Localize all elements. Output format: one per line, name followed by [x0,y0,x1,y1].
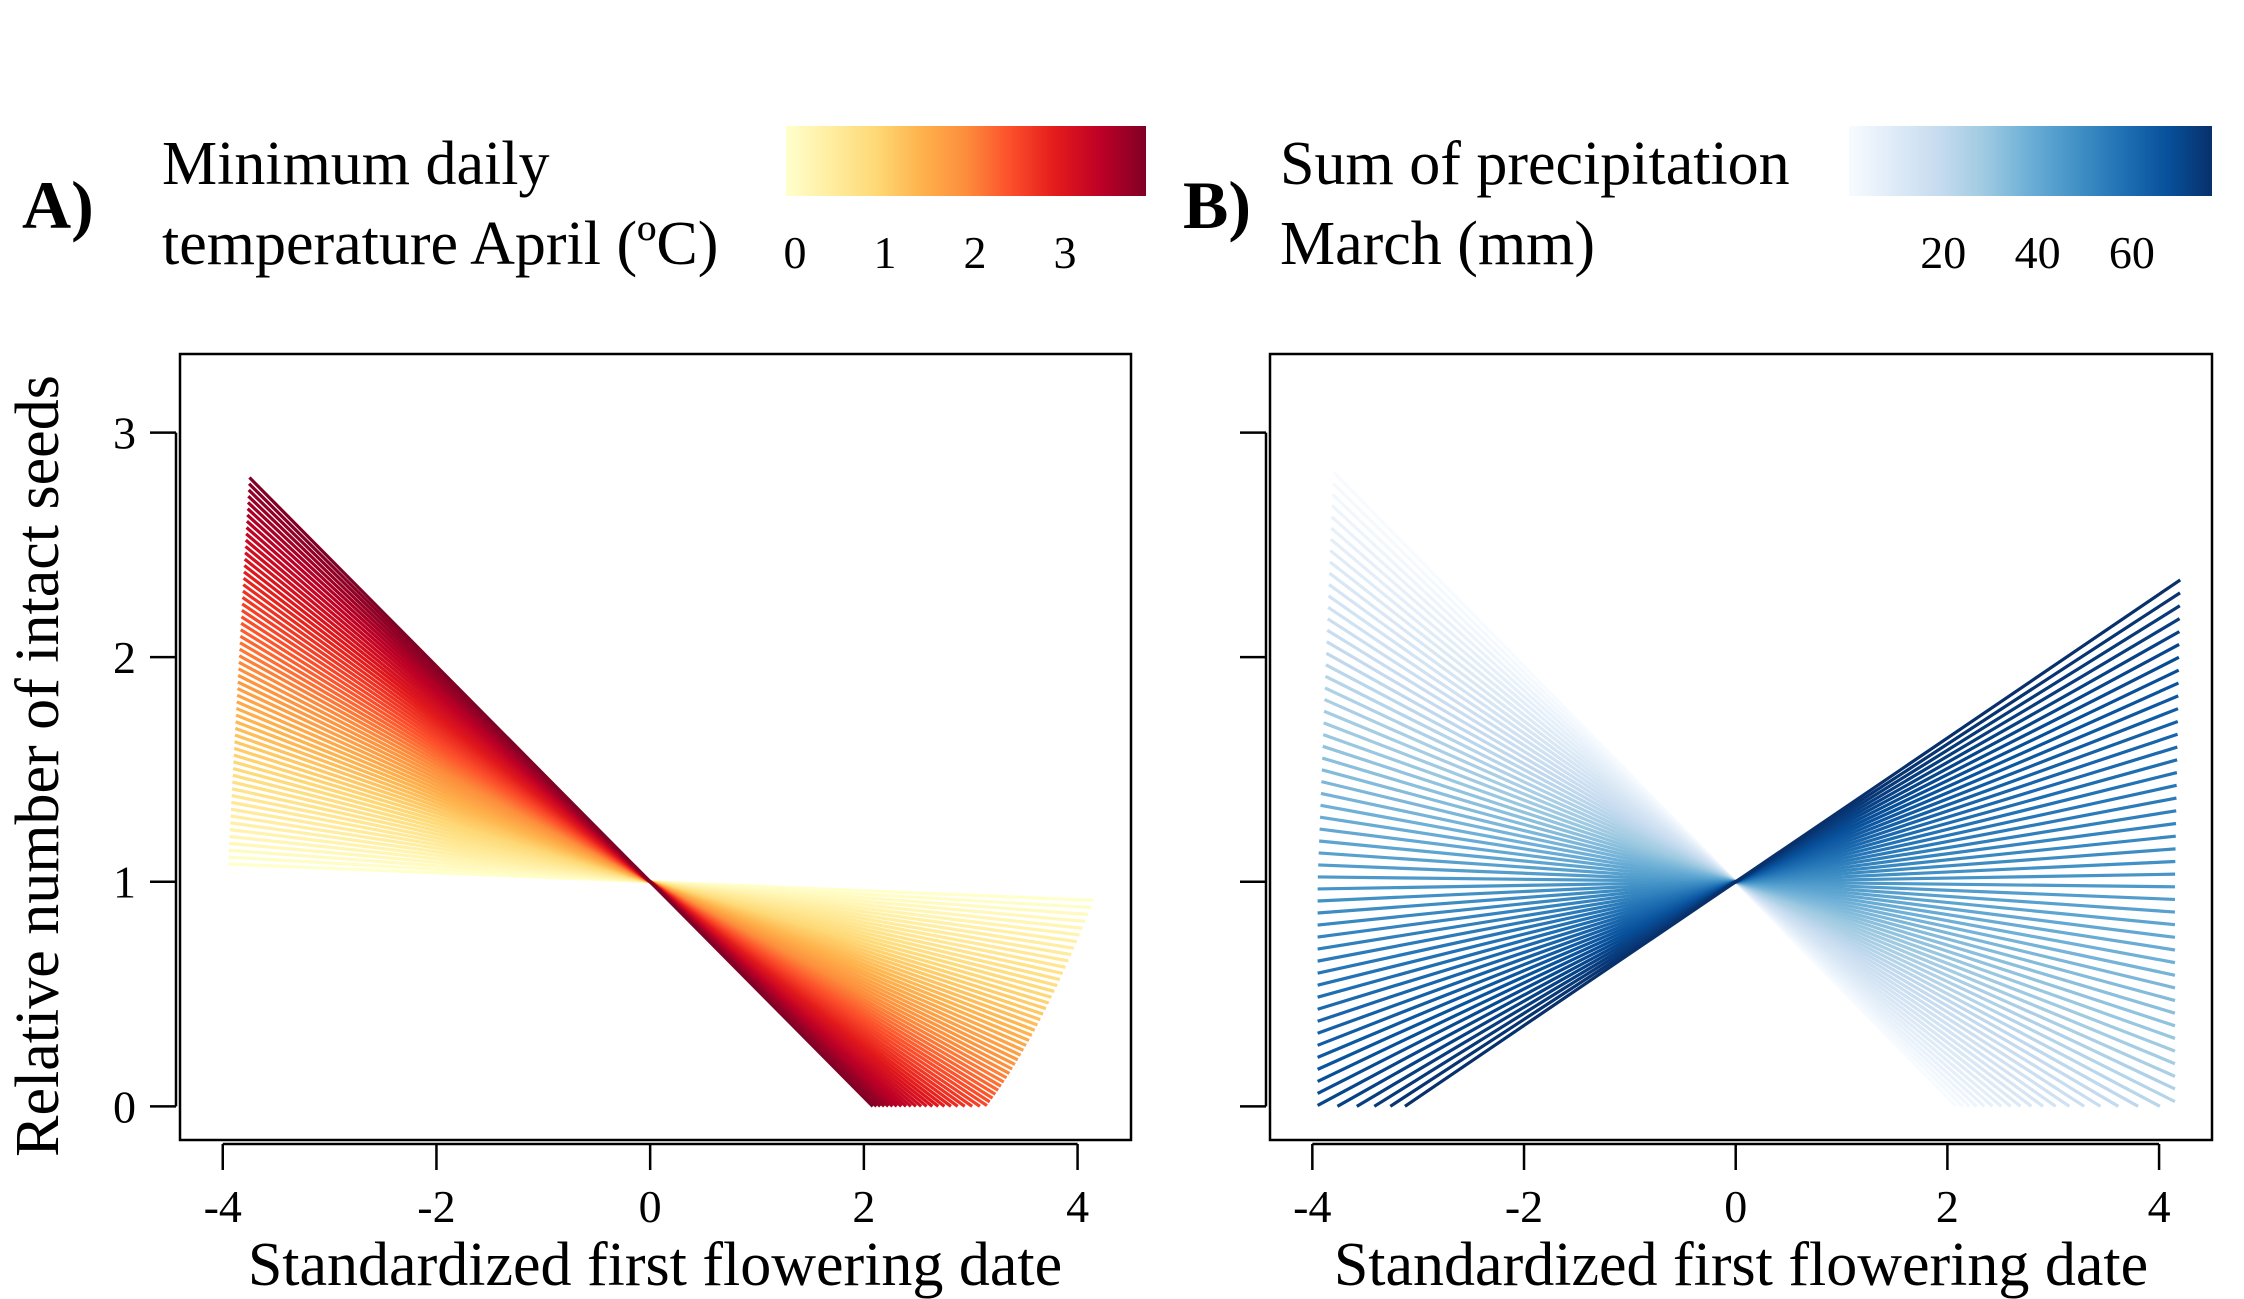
panel-a-colorbar [786,126,1146,196]
panel-a-color-legend: 0 1 2 3 [784,126,1146,278]
panel-a-plot: -4 -2 0 2 4 0 1 2 3 Standardized first flowerin… [113,352,1133,1299]
panel-a-x-tick-label: 4 [1066,1181,1089,1232]
panel-b-series-line [1332,471,1958,1108]
panel-b-legend-tick-label: 40 [2015,227,2061,278]
panel-b-series-line [1404,578,2182,1108]
panel-a-y-tick-label: 3 [113,408,136,459]
panel-b-legend-title-line2: March (mm) [1280,210,1595,278]
panel-a-y-tick-label: 0 [113,1081,136,1132]
panel-b-plot-border [1268,352,2214,1142]
panel-a-x-tick-label: -2 [417,1181,455,1232]
panel-a-x-axis-title: Standardized first flowering date [248,1231,1062,1299]
panel-a-legend-tick-label: 1 [874,227,897,278]
panel-b-series-line [1330,526,1994,1108]
panel-a-legend-title-line2: temperature April (ºC) [162,210,718,278]
panel-b-series-line [1330,515,1986,1108]
panel-a-x-tick-label: 2 [852,1181,875,1232]
panel-b-x-tick-label: 2 [1936,1181,1959,1232]
panel-b-series-line [1331,482,1964,1108]
panel-b-x-tick-label: 4 [2148,1181,2171,1232]
panel-a-y-axis: 0 1 2 3 [113,408,178,1132]
panel-a-legend-tick-label: 0 [784,227,807,278]
panel-a-legend-tick-label: 3 [1054,227,1077,278]
panel-b-x-tick-label: -4 [1293,1181,1331,1232]
panel-a-series-lines [228,476,1094,1108]
panel-a-y-tick-label: 1 [113,857,136,908]
panel-b-x-tick-label: -2 [1505,1181,1543,1232]
panel-a-label: A) [22,167,94,243]
panel-a-y-tick-label: 2 [113,632,136,683]
panel-b-x-tick-label: 0 [1724,1181,1747,1232]
panel-b-legend-title-line1: Sum of precipitation [1280,130,1790,198]
y-axis-title: Relative number of intact seeds [4,375,72,1157]
panel-b-legend-tick-label: 60 [2109,227,2155,278]
panel-a-legend-title-line1: Minimum daily [162,130,550,198]
panel-b-color-legend: 20 40 60 [1849,126,2212,278]
panel-b-colorbar [1849,126,2212,196]
panel-a-series-line [248,476,874,1108]
panel-b-x-axis: -4 -2 0 2 4 [1293,1142,2171,1232]
panel-a-x-tick-label: -4 [204,1181,242,1232]
panel-b-series-line [1331,504,1978,1108]
panel-b-y-axis [1240,431,1268,1108]
panel-a-legend-tick-label: 2 [964,227,987,278]
panel-b-series-line [1331,493,1971,1108]
panel-b-label: B) [1183,167,1251,243]
panel-b-x-axis-title: Standardized first flowering date [1334,1231,2148,1299]
panel-a-plot-border [178,352,1133,1142]
panel-b-legend-tick-label: 20 [1920,227,1966,278]
panel-b-plot: -4 -2 0 2 4 Standardized first flowering dat… [1240,352,2214,1299]
panel-a-x-tick-label: 0 [639,1181,662,1232]
panel-a-x-axis: -4 -2 0 2 4 [204,1142,1089,1232]
panel-b-series-lines [1316,471,2182,1108]
